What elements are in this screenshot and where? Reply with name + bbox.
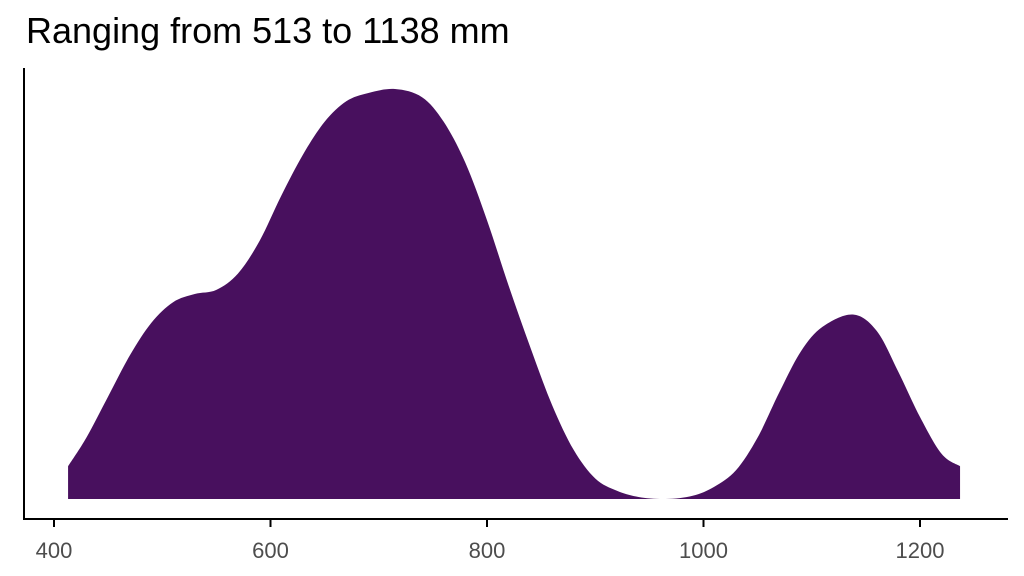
chart-title: Ranging from 513 to 1138 mm: [26, 10, 510, 51]
plot-area: [68, 88, 961, 500]
x-tick-label: 800: [469, 538, 506, 563]
x-tick-label: 1000: [679, 538, 728, 563]
x-tick-label: 600: [252, 538, 289, 563]
density-area: [68, 88, 961, 500]
x-tick-label: 400: [36, 538, 73, 563]
x-tick-label: 1200: [896, 538, 945, 563]
x-axis-ticks: 400 600 800 1000 1200: [36, 519, 945, 563]
